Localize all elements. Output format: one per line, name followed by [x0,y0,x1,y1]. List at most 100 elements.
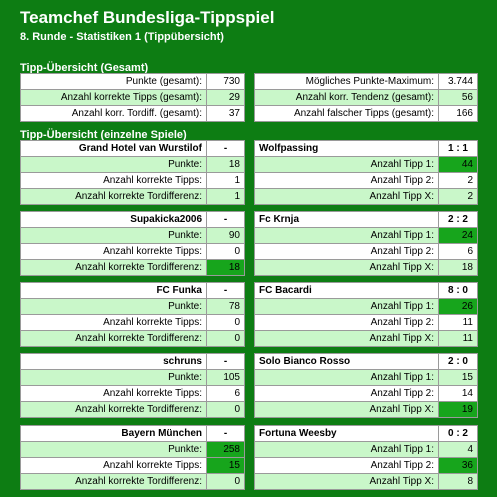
game-stat-row: Anzahl korrekte Tordifferenz: 1 Anzahl Tip… [20,188,478,205]
points-label: Punkte: [20,227,207,244]
correct-diff-label: Anzahl korrekte Tordifferenz: [20,473,207,490]
tipx-value: 2 [438,188,478,205]
team-separator: - [206,140,245,157]
overview-gap [244,105,255,122]
game-gap [244,227,255,244]
game-gap [244,441,255,458]
game-gap [244,425,255,442]
overview-row: Punkte (gesamt): 730 Mögliches Punkte-Maxi… [20,73,478,90]
match-score: 1 : 1 [438,140,478,157]
points-value: 78 [206,298,245,315]
overview-right-value: 3.744 [438,73,478,90]
game-stat-row: Anzahl korrekte Tordifferenz: 0 Anzahl Tip… [20,401,478,418]
home-team: Supakicka2006 [20,211,207,228]
page-title: Teamchef Bundesliga-Tippspiel [20,8,275,27]
match-score: 2 : 2 [438,211,478,228]
game-gap [244,385,255,402]
games-heading: Tipp-Übersicht (einzelne Spiele) [20,129,187,141]
correct-tips-label: Anzahl korrekte Tipps: [20,243,207,260]
game-stat-row: Anzahl korrekte Tordifferenz: 18 Anzahl Ti… [20,259,478,276]
correct-diff-label: Anzahl korrekte Tordifferenz: [20,330,207,347]
game-header-row: Bayern München - Fortuna Weesby 0 : 2 [20,425,478,442]
correct-tips-label: Anzahl korrekte Tipps: [20,314,207,331]
tip2-value: 36 [438,457,478,474]
game-table: Supakicka2006- Fc Krnja 2 : 2 Punkte: 90 Anza… [20,211,478,276]
correct-diff-value: 1 [206,188,245,205]
tip2-value: 11 [438,314,478,331]
match-score: 8 : 0 [438,282,478,299]
home-team: schruns [20,353,207,370]
game-stat-row: Punkte: 78 Anzahl Tipp 1: 26 [20,298,478,315]
game-gap [244,172,255,189]
points-label: Punkte: [20,156,207,173]
tip2-label: Anzahl Tipp 2: [254,314,439,331]
tipx-label: Anzahl Tipp X: [254,330,439,347]
overview-left-value: 730 [206,73,245,90]
game-gap [244,211,255,228]
page-subtitle: 8. Runde - Statistiken 1 (Tippübersicht) [20,31,224,43]
match-score: 2 : 0 [438,353,478,370]
correct-tips-label: Anzahl korrekte Tipps: [20,457,207,474]
game-header-row: FC Funka - FC Bacardi 8 : 0 [20,282,478,299]
points-value: 258 [206,441,245,458]
overview-left-label: Anzahl korrekte Tipps (gesamt): [20,89,207,106]
tip1-value: 26 [438,298,478,315]
points-value: 90 [206,227,245,244]
tip1-label: Anzahl Tipp 1: [254,227,439,244]
game-gap [244,282,255,299]
tip1-label: Anzahl Tipp 1: [254,156,439,173]
game-gap [244,473,255,490]
game-gap [244,156,255,173]
overview-gap [244,89,255,106]
away-team: Wolfpassing [254,140,439,157]
game-gap [244,330,255,347]
away-team: Solo Bianco Rosso [254,353,439,370]
points-value: 18 [206,156,245,173]
game-stat-row: Punkte: 258 Anzahl Tipp 1: 4 [20,441,478,458]
overview-left-value: 29 [206,89,245,106]
correct-tips-label: Anzahl korrekte Tipps: [20,385,207,402]
tip1-value: 24 [438,227,478,244]
home-team: FC Funka [20,282,207,299]
game-stat-row: Anzahl korrekte Tipps: 0 Anzahl Tipp 2: 6 [20,243,478,260]
game-table: FC Funka - FC Bacardi 8 : 0 Punkte: 78 Anzahl … [20,282,478,347]
game-stat-row: Anzahl korrekte Tipps: 0 Anzahl Tipp 2: 11 [20,314,478,331]
game-gap [244,369,255,386]
overview-left-value: 37 [206,105,245,122]
overview-right-value: 56 [438,89,478,106]
away-team: Fortuna Weesby [254,425,439,442]
overview-gap [244,73,255,90]
game-stat-row: Punkte: 18 Anzahl Tipp 1: 44 [20,156,478,173]
game-gap [244,259,255,276]
away-team: Fc Krnja [254,211,439,228]
correct-diff-value: 0 [206,401,245,418]
game-gap [244,457,255,474]
overview-row: Anzahl korrekte Tipps (gesamt): 29 Anzahl … [20,89,478,106]
correct-diff-value: 0 [206,473,245,490]
away-team: FC Bacardi [254,282,439,299]
game-stat-row: Anzahl korrekte Tordifferenz: 0 Anzahl Tip… [20,330,478,347]
correct-tips-value: 6 [206,385,245,402]
overview-heading: Tipp-Übersicht (Gesamt) [20,62,149,74]
correct-tips-value: 0 [206,243,245,260]
correct-diff-label: Anzahl korrekte Tordifferenz: [20,188,207,205]
correct-diff-label: Anzahl korrekte Tordifferenz: [20,401,207,418]
game-stat-row: Anzahl korrekte Tordifferenz: 0 Anzahl Tip… [20,473,478,490]
game-stat-row: Anzahl korrekte Tipps: 15 Anzahl Tipp 2: 36 [20,457,478,474]
team-separator: - [206,353,245,370]
team-separator: - [206,282,245,299]
tip2-label: Anzahl Tipp 2: [254,243,439,260]
game-gap [244,314,255,331]
tipx-value: 8 [438,473,478,490]
game-table: Grand Hotel van Wurstilof - Wolfpassing 1 :… [20,140,478,205]
match-score: 0 : 2 [438,425,478,442]
tip2-value: 6 [438,243,478,260]
game-gap [244,353,255,370]
tipx-label: Anzahl Tipp X: [254,401,439,418]
team-separator: - [206,425,245,442]
tip1-label: Anzahl Tipp 1: [254,441,439,458]
correct-diff-label: Anzahl korrekte Tordifferenz: [20,259,207,276]
game-gap [244,140,255,157]
tip1-label: Anzahl Tipp 1: [254,369,439,386]
game-header-row: schruns - Solo Bianco Rosso 2 : 0 [20,353,478,370]
